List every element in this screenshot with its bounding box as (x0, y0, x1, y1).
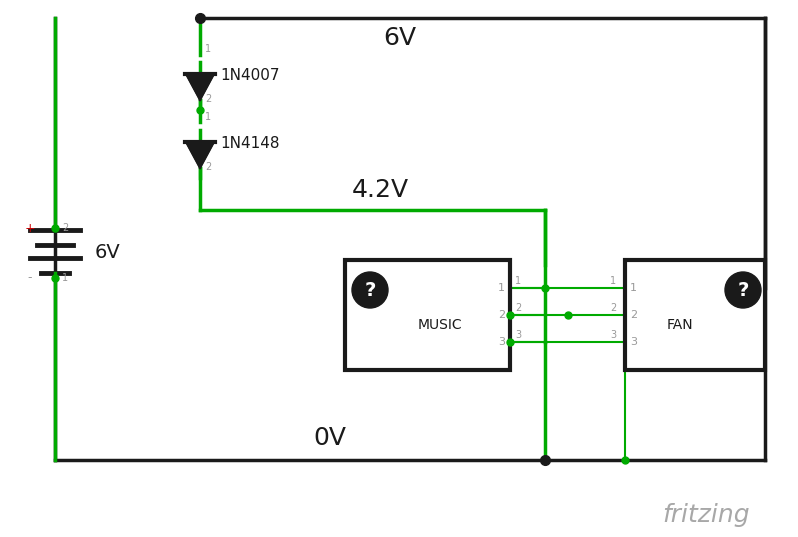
Text: 2: 2 (205, 94, 211, 104)
Bar (345, 260, 510, 370)
Text: 2: 2 (630, 310, 637, 320)
Text: 1: 1 (515, 276, 521, 286)
Text: 1: 1 (205, 44, 211, 54)
Text: 1: 1 (498, 283, 505, 293)
Polygon shape (186, 74, 214, 100)
Circle shape (725, 272, 761, 308)
Text: ?: ? (737, 280, 749, 300)
Text: 1: 1 (630, 283, 637, 293)
Text: 2: 2 (515, 303, 521, 313)
Text: 3: 3 (630, 337, 637, 347)
Text: 2: 2 (205, 162, 211, 172)
Circle shape (352, 272, 388, 308)
Text: 2: 2 (62, 223, 69, 233)
Text: 4.2V: 4.2V (351, 178, 409, 202)
Text: MUSIC: MUSIC (417, 318, 462, 332)
Text: 1N4007: 1N4007 (220, 68, 279, 83)
Text: 2: 2 (498, 310, 505, 320)
Text: 0V: 0V (314, 426, 346, 450)
Polygon shape (186, 142, 214, 168)
Text: fritzing: fritzing (662, 503, 750, 527)
Text: 1N4148: 1N4148 (220, 135, 279, 150)
Text: 3: 3 (515, 330, 521, 340)
Text: ?: ? (365, 280, 376, 300)
Text: 1: 1 (62, 273, 68, 283)
Text: -: - (28, 272, 32, 285)
Text: 6V: 6V (95, 243, 120, 262)
Text: FAN: FAN (666, 318, 693, 332)
Text: +: + (25, 221, 35, 235)
Text: 3: 3 (610, 330, 616, 340)
Text: 2: 2 (610, 303, 616, 313)
Text: 6V: 6V (383, 26, 417, 50)
Bar (625, 260, 765, 370)
Text: 1: 1 (610, 276, 616, 286)
Text: 3: 3 (498, 337, 505, 347)
Text: 1: 1 (205, 112, 211, 122)
